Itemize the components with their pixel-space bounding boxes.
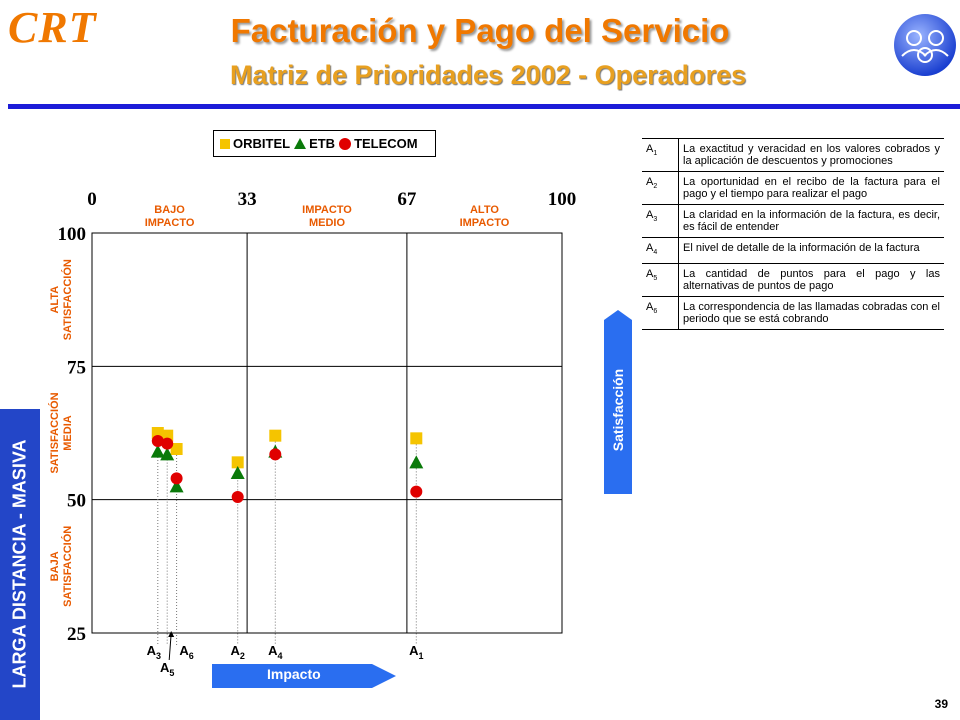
point-label: A2 <box>230 643 244 661</box>
y-zone-label: SATISFACCIÓN <box>48 392 61 473</box>
point-label: A4 <box>268 643 282 661</box>
point-label: A6 <box>179 643 193 661</box>
y-zone-label: SATISFACCIÓN <box>61 259 74 340</box>
x-zone-label: MEDIO <box>309 217 346 229</box>
satisfaction-arrow: Satisfacción <box>604 310 632 494</box>
attribute-code-subscript: 5 <box>653 275 658 283</box>
attribute-code: A3 <box>642 204 679 238</box>
attribute-code-subscript: 2 <box>653 183 658 191</box>
square-marker-icon <box>220 138 230 149</box>
impact-arrow: Impacto <box>212 664 396 688</box>
chart-legend: ORBITEL ETB TELECOM <box>213 130 436 157</box>
etb-point <box>160 447 175 461</box>
x-tick-label: 33 <box>238 189 257 210</box>
x-zone-label: ALTO <box>470 204 499 216</box>
attribute-code-subscript: 3 <box>653 216 658 224</box>
legend-etb: ETB <box>294 136 335 151</box>
telecom-point <box>410 485 423 498</box>
x-tick-label: 67 <box>397 189 417 210</box>
attribute-code: A1 <box>642 138 679 172</box>
attribute-code-subscript: 1 <box>653 150 658 158</box>
attribute-description: La oportunidad en el recibo de la factur… <box>678 171 944 205</box>
orbitel-point <box>269 429 282 442</box>
circle-marker-icon <box>339 137 352 150</box>
point-label: A1 <box>409 643 423 661</box>
point-label-subscript: 2 <box>240 651 245 661</box>
etb-point <box>409 455 424 469</box>
x-zone-label: BAJO <box>154 204 185 216</box>
crt-logo: CRT <box>8 3 97 52</box>
x-tick-label: 0 <box>87 189 97 210</box>
telecom-point <box>151 435 164 447</box>
orbitel-point <box>410 432 423 445</box>
triangle-marker-icon <box>294 138 307 149</box>
point-label-subscript: 3 <box>156 651 161 661</box>
y-tick-label: 100 <box>58 224 87 245</box>
point-label: A3 <box>147 643 161 661</box>
x-zone-label: IMPACTO <box>302 204 352 216</box>
attribute-code-subscript: 4 <box>653 249 658 257</box>
telecom-point <box>170 472 183 485</box>
etb-point <box>150 444 165 458</box>
attribute-code: A5 <box>642 263 679 298</box>
legend-label: ORBITEL <box>233 136 291 151</box>
point-label: A5 <box>160 660 174 678</box>
description-row: A1 La exactitud y veracidad en los valore… <box>642 138 944 172</box>
y-tick-label: 25 <box>67 624 86 645</box>
y-tick-label: 50 <box>67 491 86 512</box>
etb-point <box>169 479 184 493</box>
legend-orbitel: ORBITEL <box>220 136 290 151</box>
legend-label: TELECOM <box>354 136 418 151</box>
header-rule <box>8 104 960 109</box>
telecom-point <box>161 437 174 450</box>
description-row: A4 El nivel de detalle de la información … <box>642 236 944 265</box>
description-row: A2 La oportunidad en el recibo de la fact… <box>642 171 944 205</box>
page-number: 39 <box>934 697 948 711</box>
x-zone-label: IMPACTO <box>145 217 195 229</box>
attribute-description: La exactitud y veracidad en los valores … <box>678 138 944 172</box>
attribute-code: A4 <box>642 236 679 265</box>
attribute-description: El nivel de detalle de la información de… <box>678 236 944 265</box>
point-label-subscript: 4 <box>277 651 282 661</box>
attribute-description: La correspondencia de las llamadas cobra… <box>678 296 944 331</box>
priority-matrix-chart: 0 33 67 100100755025BAJOIMPACTOIMPACTOMEDIO… <box>48 189 577 678</box>
page-title: Facturación y Pago del Servicio <box>230 12 730 49</box>
x-tick-label: 100 <box>548 189 577 210</box>
attribute-code: A2 <box>642 171 679 205</box>
description-row: A3 La claridad en la información de la fa… <box>642 204 944 238</box>
description-row: A5 La cantidad de puntos para el pago y l… <box>642 263 944 298</box>
description-row: A6 La correspondencia de las llamadas cob… <box>642 296 944 331</box>
etb-point <box>230 466 245 479</box>
impact-arrow-label: Impacto <box>267 666 321 682</box>
attribute-description: La cantidad de puntos para el pago y las… <box>678 263 944 298</box>
telecom-point <box>269 448 282 461</box>
attribute-description-table: A1 La exactitud y veracidad en los valore… <box>642 138 944 331</box>
y-zone-label: BAJA <box>49 551 61 581</box>
side-banner: LARGA DISTANCIA - MASIVA <box>0 409 40 720</box>
x-zone-label: IMPACTO <box>460 217 510 229</box>
attribute-code-subscript: 6 <box>653 308 658 316</box>
y-zone-label: MEDIA <box>62 415 74 451</box>
legend-label: ETB <box>309 136 336 151</box>
label-pointer-line <box>168 632 172 661</box>
legend-telecom: TELECOM <box>339 136 418 151</box>
attribute-description: La claridad en la información de la fact… <box>678 204 944 238</box>
point-label-subscript: 6 <box>189 651 194 661</box>
attribute-code: A6 <box>642 296 679 331</box>
orbitel-point <box>231 456 244 469</box>
page-subtitle: Matriz de Prioridades 2002 - Operadores <box>230 60 747 90</box>
telecom-point <box>231 491 244 503</box>
orbitel-point <box>170 443 183 455</box>
satisfaction-arrow-label: Satisfacción <box>610 368 626 452</box>
side-banner-label: LARGA DISTANCIA - MASIVA <box>9 439 30 689</box>
y-zone-label: ALTA <box>49 286 61 314</box>
y-tick-label: 75 <box>67 357 86 378</box>
point-label-subscript: 5 <box>169 668 174 678</box>
y-zone-label: SATISFACCIÓN <box>61 526 74 607</box>
label-pointer-arrowhead <box>168 631 175 637</box>
point-label-subscript: 1 <box>418 651 423 661</box>
globe-people-icon <box>894 14 956 76</box>
